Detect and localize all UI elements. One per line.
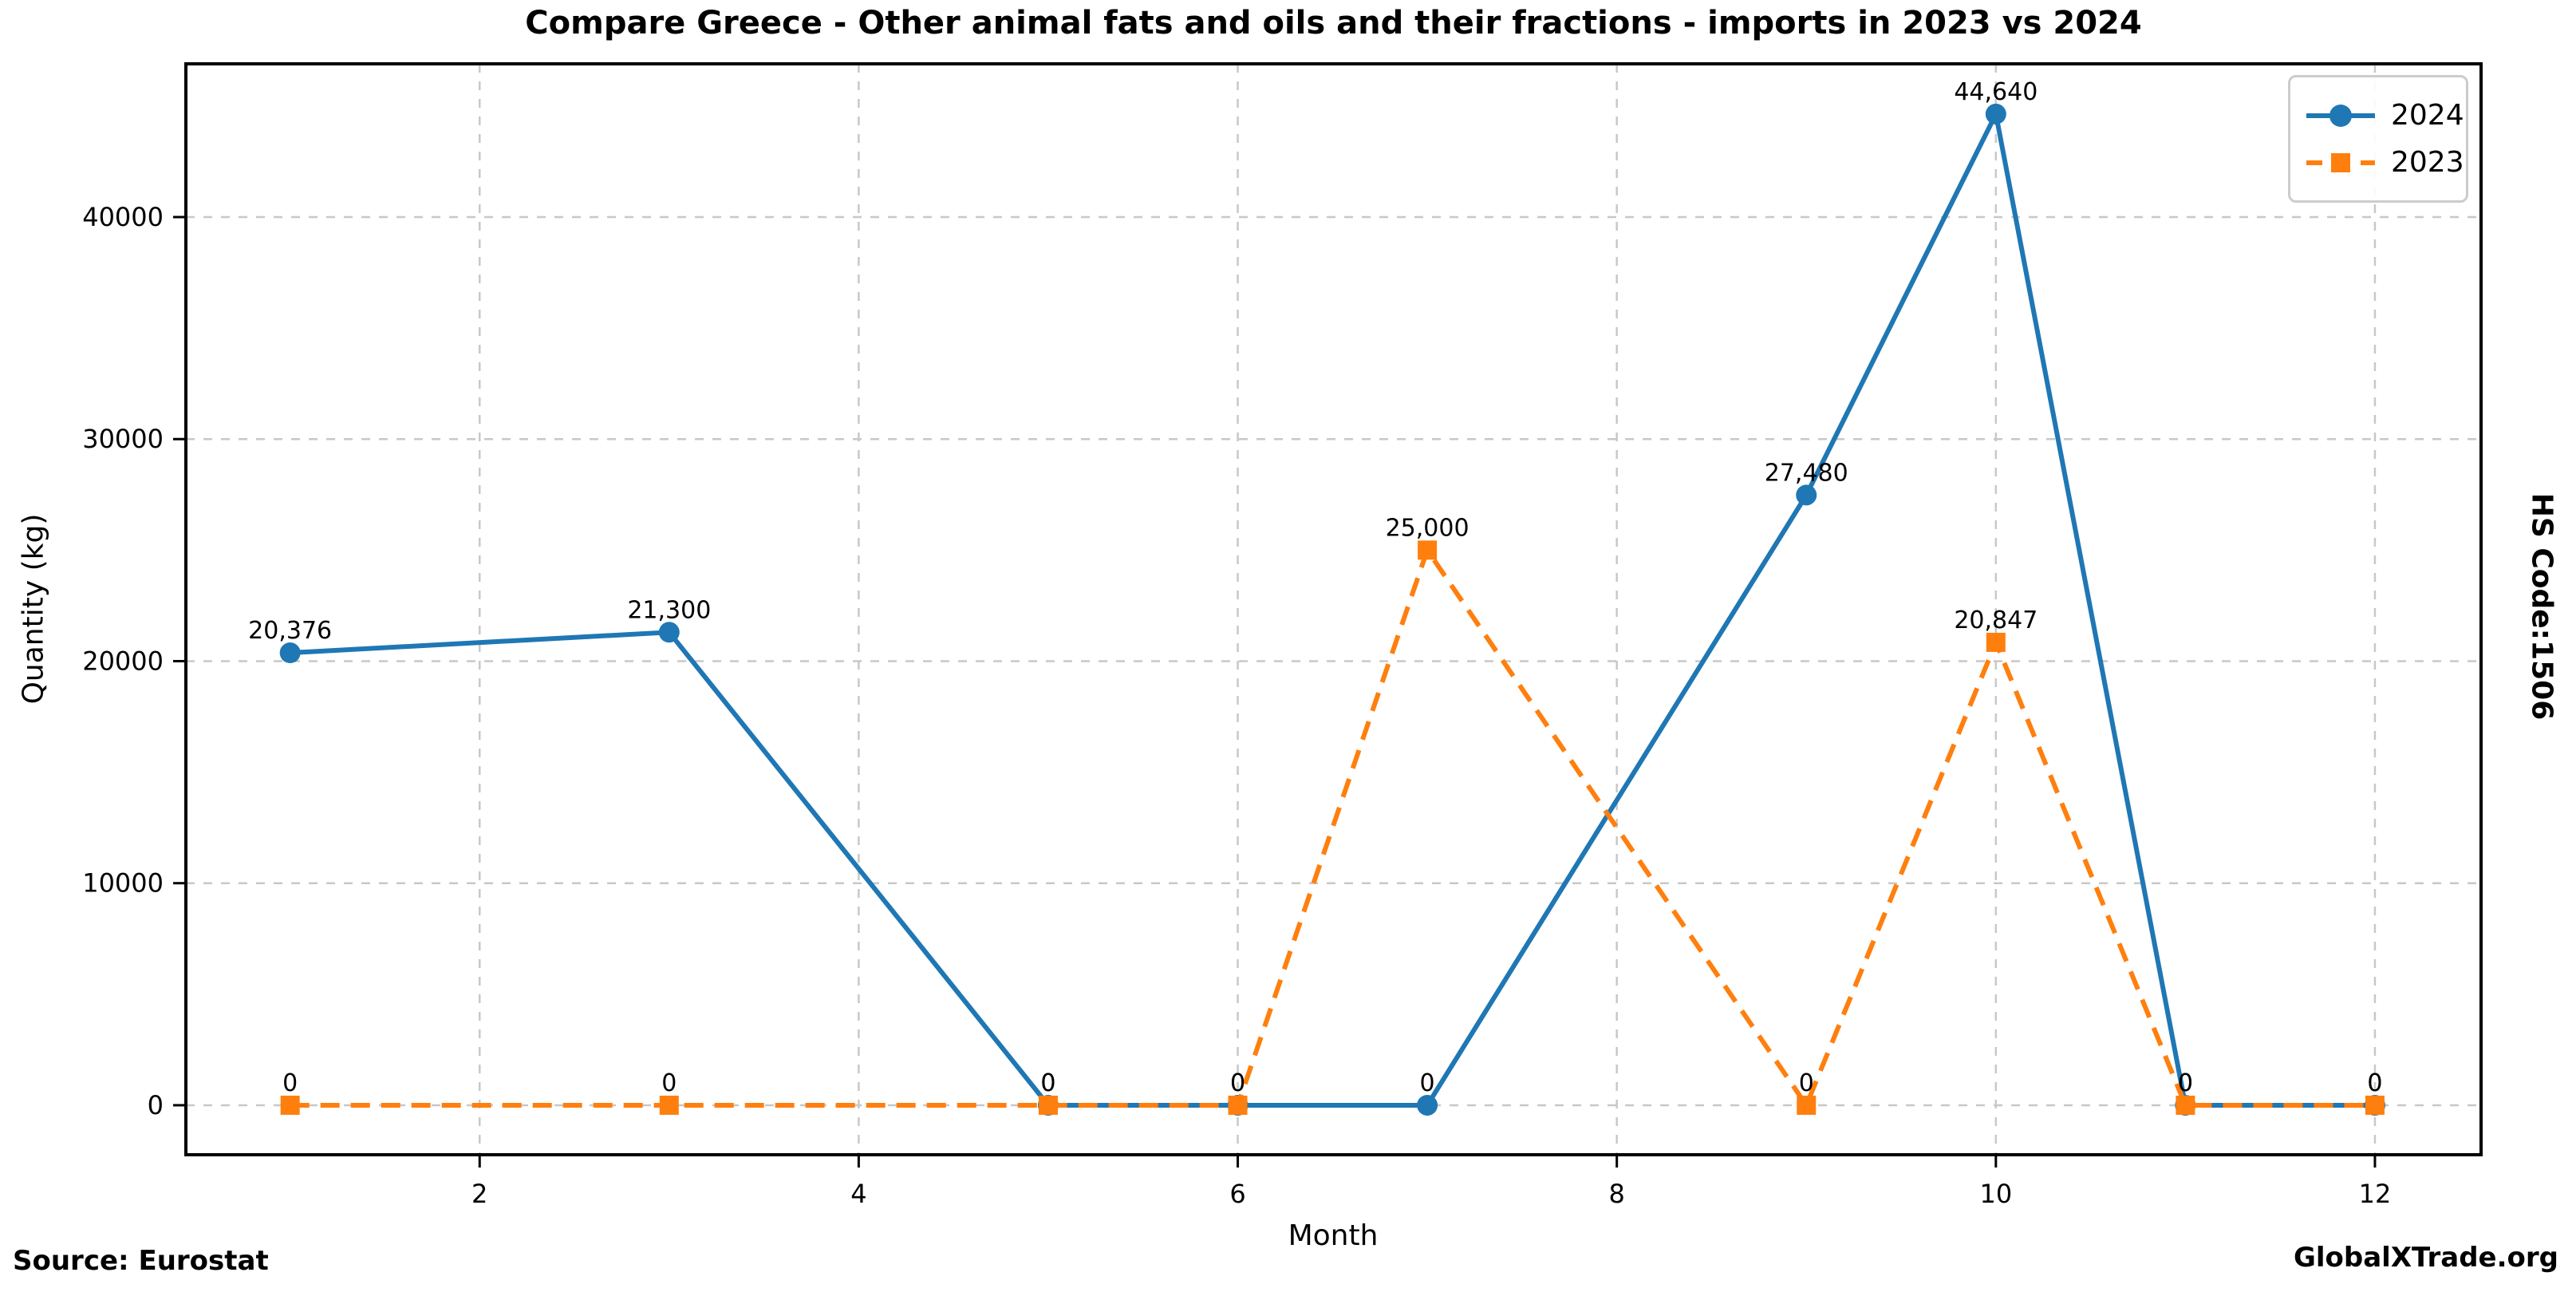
data-label-2024: 21,300 [627, 596, 711, 624]
x-tick-label: 12 [2359, 1179, 2392, 1209]
y-tick-label: 20000 [82, 646, 164, 676]
x-tick-label: 4 [850, 1179, 866, 1209]
legend-label-2024: 2024 [2391, 99, 2464, 132]
legend-2023-dash-square-icon [2306, 151, 2375, 175]
data-point-2023 [2176, 1095, 2195, 1115]
series-line-2024 [290, 106, 2375, 1108]
data-label-2023: 0 [661, 1069, 677, 1097]
x-tick-label: 10 [1979, 1179, 2012, 1209]
x-tick-label: 6 [1229, 1179, 1245, 1209]
y-axis-label: Quantity (kg) [17, 513, 50, 705]
chart-title: Compare Greece - Other animal fats and o… [525, 5, 2142, 41]
data-point-2023 [1986, 632, 2006, 652]
data-point-2024 [1796, 484, 1817, 506]
data-point-2024 [1985, 103, 2006, 124]
data-label-2024: 0 [1420, 1069, 1435, 1097]
data-label-2024: 0 [1040, 1069, 1055, 1097]
series-line-2023 [290, 544, 2375, 1111]
axes-frame [184, 62, 2483, 1156]
data-label-2023: 0 [2178, 1069, 2193, 1097]
data-point-2024 [279, 642, 301, 664]
y-tick-label: 40000 [82, 202, 164, 232]
data-label-2024: 0 [2367, 1069, 2382, 1097]
data-label-2023: 0 [282, 1069, 298, 1097]
data-label-2024: 44,640 [1954, 78, 2038, 106]
data-label-2023: 0 [1230, 1069, 1245, 1097]
data-label-2023: 0 [1040, 1069, 1055, 1097]
data-point-2023 [1038, 1095, 1058, 1115]
data-label-2024: 27,480 [1765, 459, 1848, 487]
data-label-2024: 20,376 [248, 617, 332, 645]
legend: 2024 2023 [2288, 75, 2468, 203]
data-point-2023 [1228, 1095, 1248, 1115]
data-point-2024 [1417, 1094, 1438, 1116]
data-point-2023 [1418, 540, 1438, 560]
data-point-2023 [280, 1095, 300, 1115]
data-label-2023: 25,000 [1386, 514, 1469, 542]
source-attribution: Source: Eurostat [13, 1245, 269, 1277]
data-point-2023 [2365, 1095, 2385, 1115]
data-label-2023: 20,847 [1954, 607, 2038, 634]
x-tick-label: 8 [1608, 1179, 1624, 1209]
legend-item-2023: 2023 [2306, 146, 2466, 179]
brand-watermark: GlobalXTrade.org [2293, 1242, 2558, 1274]
legend-label-2023: 2023 [2391, 146, 2464, 179]
y-tick-label: 10000 [82, 868, 164, 899]
data-label-2024: 0 [2178, 1069, 2193, 1097]
data-point-2023 [1797, 1095, 1817, 1115]
data-label-2023: 0 [1799, 1069, 1814, 1097]
legend-item-2024: 2024 [2306, 99, 2466, 132]
data-label-2024: 0 [1230, 1069, 1245, 1097]
x-tick-label: 2 [471, 1179, 487, 1209]
y-tick-label: 30000 [82, 424, 164, 454]
data-label-2023: 0 [2367, 1069, 2382, 1097]
hs-code-label: HS Code:1506 [2525, 492, 2558, 721]
data-point-2023 [659, 1095, 679, 1115]
y-tick-label: 0 [148, 1090, 164, 1120]
data-point-2024 [658, 622, 680, 643]
x-axis-label: Month [1288, 1219, 1379, 1252]
legend-2024-line-circle-icon [2306, 104, 2375, 128]
